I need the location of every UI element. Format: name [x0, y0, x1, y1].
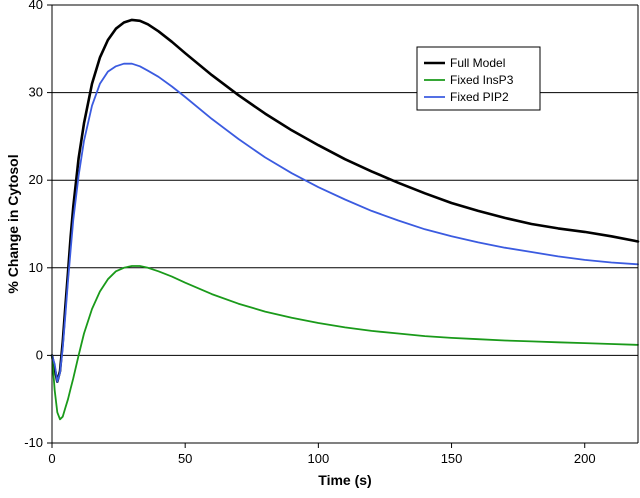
- axes: [47, 4, 639, 448]
- plot-area: [52, 5, 638, 443]
- x-tick-label: 0: [48, 451, 55, 466]
- x-tick-label: 100: [308, 451, 330, 466]
- y-tick-label: 0: [36, 347, 43, 362]
- series-layer: [50, 18, 640, 421]
- series-line-fixed-insp3: [51, 265, 639, 421]
- y-tick-label: 40: [29, 0, 43, 12]
- legend-label: Fixed PIP2: [450, 90, 509, 104]
- legend-label: Fixed InsP3: [450, 73, 514, 87]
- series-line-fixed-pip2: [51, 62, 639, 383]
- legend-label: Full Model: [450, 56, 505, 70]
- legend-box: [416, 46, 541, 111]
- y-tick-label: 30: [29, 85, 43, 100]
- legend: Full Model Fixed InsP3 Fixed PIP2: [416, 46, 541, 111]
- tick-labels: -10 0 10 20 30 40 0 50 100 150 200: [24, 0, 595, 466]
- x-tick-label: 150: [441, 451, 463, 466]
- x-tick-label: 200: [574, 451, 596, 466]
- y-tick-label: -10: [24, 435, 43, 450]
- x-tick-label: 50: [178, 451, 192, 466]
- y-tick-label: 20: [29, 172, 43, 187]
- y-tick-label: 10: [29, 260, 43, 275]
- y-axis-title: % Change in Cytosol: [5, 154, 21, 293]
- x-axis-title: Time (s): [318, 472, 371, 488]
